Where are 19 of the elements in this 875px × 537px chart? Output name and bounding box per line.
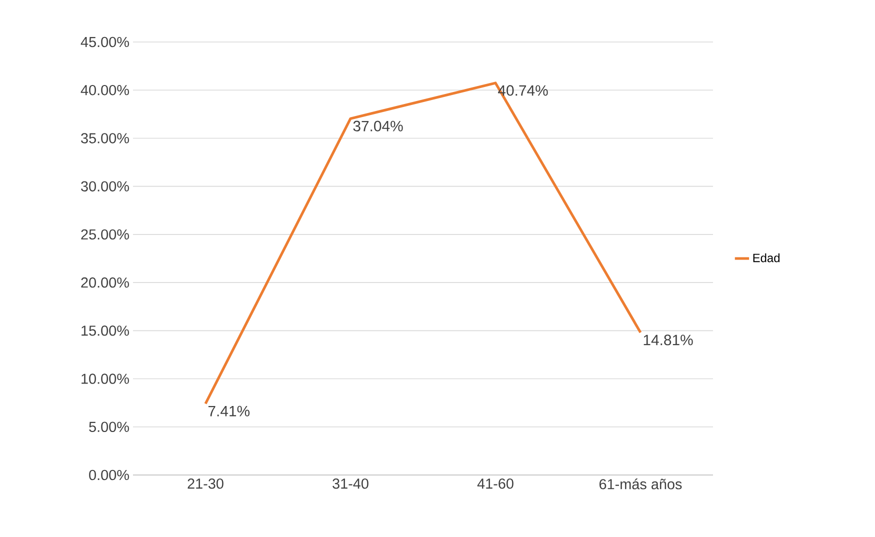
x-tick-label: 61-más años	[599, 478, 682, 490]
y-tick-label: 40.00%	[80, 84, 129, 96]
y-tick-label: 10.00%	[82, 374, 129, 384]
y-tick-label: 25.00%	[81, 229, 129, 240]
data-label: 14.81%	[644, 334, 693, 346]
y-tick-label: 35.00%	[81, 133, 129, 144]
y-tick-label: 15.00%	[82, 326, 129, 336]
x-tick-label: 31-40	[332, 478, 368, 489]
data-label: 7.41%	[208, 406, 250, 416]
y-tick-label: 45.00%	[80, 36, 129, 48]
x-tick-label: 21-30	[188, 478, 224, 489]
legend-label: Edad	[753, 253, 780, 262]
line-series	[204, 82, 642, 405]
data-label: 37.04%	[353, 120, 403, 132]
y-tick-label: 5.00%	[89, 422, 129, 432]
y-tick-label: 0.00%	[89, 470, 129, 480]
y-tick-label: 30.00%	[81, 181, 129, 192]
y-tick-label: 20.00%	[81, 277, 129, 288]
x-tick-label: 41-60	[477, 478, 514, 489]
